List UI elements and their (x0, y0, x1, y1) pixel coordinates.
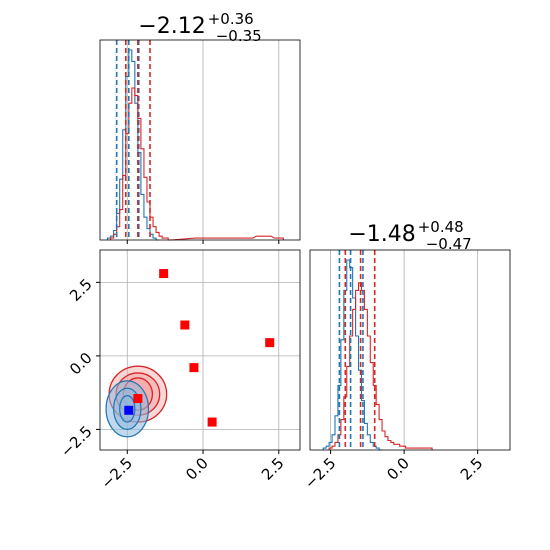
hist-x2-blue-histogram (322, 259, 383, 451)
scatter-frame (99, 249, 301, 451)
scatter-ytick-label: 2.5 (66, 275, 96, 305)
hist-x2-xtick-label: 2.5 (457, 454, 487, 484)
red-marker (189, 363, 199, 373)
histogram-x2-panel: −2.5 0.0 2.5 (301, 249, 511, 493)
hist-x2-xtick-label: −2.5 (301, 454, 339, 492)
red-marker (180, 320, 190, 330)
hist-x1-red-histogram (110, 87, 284, 241)
histogram-x1-panel (99, 39, 301, 244)
scatter-ytick-label: 0.0 (66, 349, 96, 379)
hist-x1-blue-histogram (107, 49, 160, 241)
red-marker (159, 269, 169, 279)
scatter-xtick-label: −2.5 (98, 454, 136, 492)
title-x2: −1.48 +0.48 −0.47 (348, 218, 471, 253)
scatter-x1-x2-panel: −2.5 0.0 2.5 −2.5 0.0 2.5 (57, 249, 301, 493)
title-x1: −2.12 +0.36 −0.35 (138, 10, 261, 45)
red-marker (207, 417, 217, 427)
scatter-xtick-label: 0.0 (182, 454, 212, 484)
hist-x1-frame (99, 39, 301, 241)
hist-x2-frame (309, 249, 511, 451)
red-marker (265, 338, 275, 348)
scatter-ytick-label: −2.5 (57, 422, 95, 460)
hist-x2-xtick-label: 0.0 (383, 454, 413, 484)
blue-marker (124, 405, 134, 415)
scatter-xtick-label: 2.5 (258, 454, 288, 484)
hist-x2-red-histogram (328, 282, 433, 450)
red-marker (133, 394, 143, 404)
